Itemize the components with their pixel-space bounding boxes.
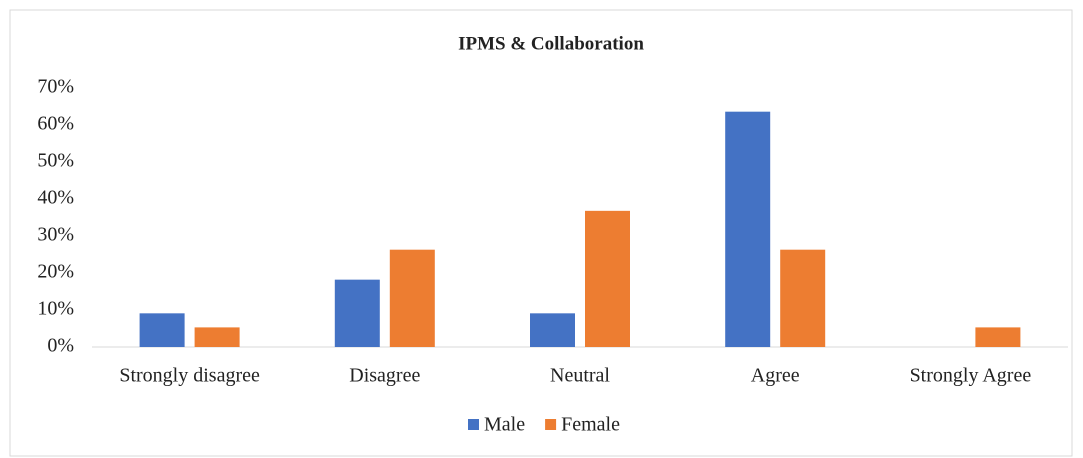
y-tick-label: 20% — [37, 261, 74, 283]
bar — [530, 313, 575, 347]
x-tick-label: Agree — [751, 365, 800, 387]
y-tick-label: 50% — [37, 150, 74, 172]
y-tick-label: 60% — [37, 113, 74, 135]
bar — [139, 313, 185, 347]
bar — [194, 327, 240, 347]
y-tick-label: 30% — [37, 224, 74, 246]
x-tick-label: Neutral — [550, 365, 610, 387]
chart-border — [9, 9, 1073, 457]
legend-swatch — [468, 419, 479, 430]
y-tick-label: 40% — [37, 187, 74, 209]
bar — [975, 327, 1021, 347]
legend-swatch — [545, 419, 557, 430]
y-tick-label: 70% — [37, 76, 74, 98]
y-tick-label: 10% — [37, 298, 74, 320]
bar — [334, 279, 380, 347]
x-tick-label: Strongly Agree — [910, 365, 1032, 387]
x-tick-label: Disagree — [349, 365, 420, 387]
bar — [585, 210, 630, 347]
bar — [389, 249, 435, 347]
legend-label: Male — [484, 414, 525, 436]
bar — [780, 249, 826, 347]
y-tick-label: 0% — [47, 335, 74, 357]
legend-label: Female — [561, 414, 620, 436]
x-tick-label: Strongly disagree — [119, 365, 260, 387]
bar — [725, 111, 771, 348]
chart-title: IPMS & Collaboration — [458, 33, 644, 54]
